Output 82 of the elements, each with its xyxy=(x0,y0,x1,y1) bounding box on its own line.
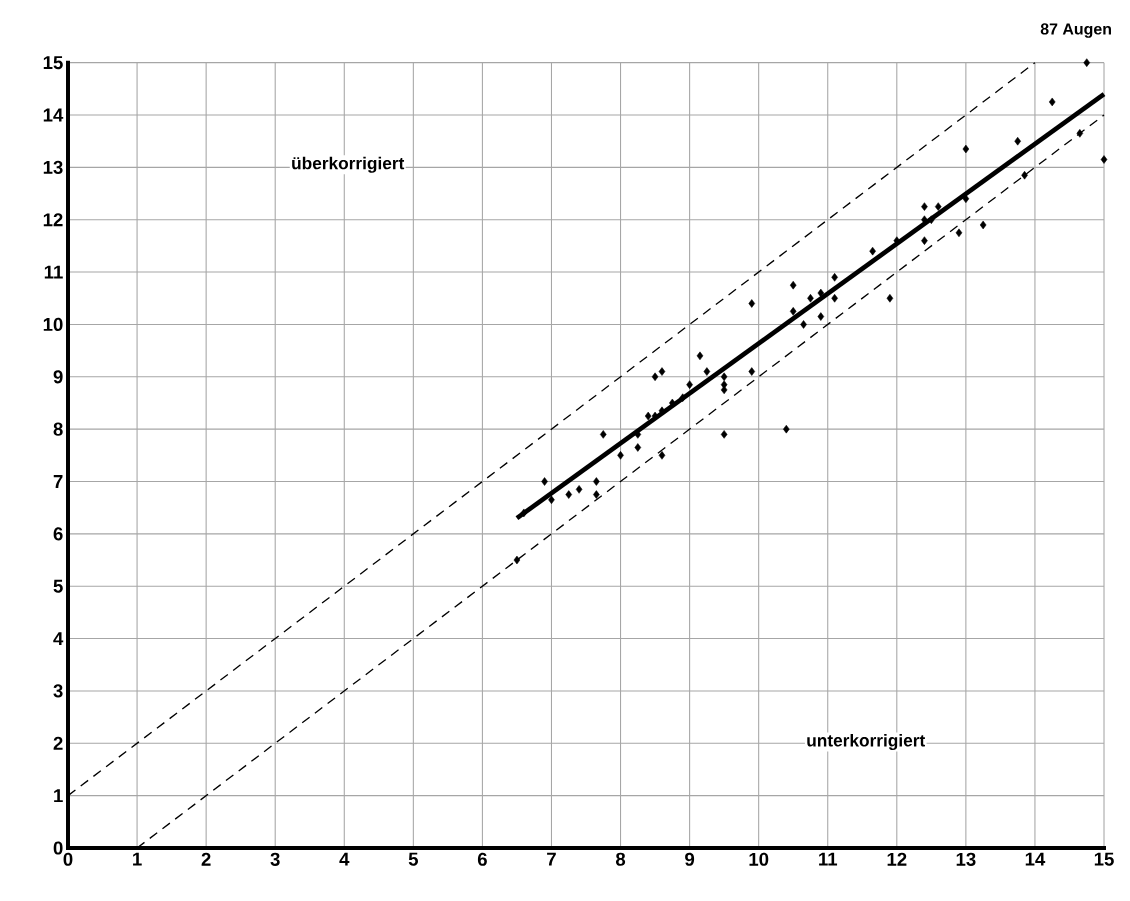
point xyxy=(921,202,928,211)
text: 87 Augen xyxy=(1040,23,1111,38)
point xyxy=(593,477,600,486)
point xyxy=(548,495,555,505)
y-tick-label: 8 xyxy=(53,422,63,436)
point xyxy=(658,367,666,376)
x-tick-label: 5 xyxy=(408,852,418,866)
x-tick-label: 0 xyxy=(63,852,73,866)
point xyxy=(634,443,642,452)
point xyxy=(789,307,797,316)
y-tick-label: 13 xyxy=(43,160,63,174)
point xyxy=(1021,170,1028,180)
y-tick-label: 15 xyxy=(43,56,63,70)
point xyxy=(869,246,876,256)
y-tick-label: 3 xyxy=(53,684,63,698)
y-tick-label: 5 xyxy=(53,579,63,593)
y-tick-label: 11 xyxy=(44,265,63,279)
y-tick-label: 0 xyxy=(53,841,63,855)
x-tick-label: 11 xyxy=(819,852,838,866)
point xyxy=(593,490,600,499)
y-tick-label: 4 xyxy=(53,632,64,645)
x-tick-label: 6 xyxy=(477,852,487,866)
point xyxy=(651,372,659,382)
point xyxy=(807,294,814,303)
point xyxy=(831,294,838,303)
point xyxy=(658,451,666,460)
point xyxy=(703,367,711,376)
y-tick-label: 9 xyxy=(53,370,63,384)
y-tick-label: 6 xyxy=(53,527,63,541)
y-tick-label: 10 xyxy=(43,317,63,332)
x-tick-label: 12 xyxy=(887,852,907,866)
point xyxy=(962,144,970,154)
x-tick-label: 4 xyxy=(339,852,350,866)
point xyxy=(886,294,894,303)
point xyxy=(748,367,756,376)
point xyxy=(955,228,963,238)
point xyxy=(921,236,928,245)
point xyxy=(748,299,756,308)
point xyxy=(617,451,624,460)
point xyxy=(800,320,807,329)
point xyxy=(686,380,693,389)
point xyxy=(720,372,728,382)
y-tick-label: 2 xyxy=(53,736,63,750)
point xyxy=(979,220,987,230)
x-tick-label: 14 xyxy=(1025,852,1046,866)
y-tick-label: 1 xyxy=(54,789,63,803)
point xyxy=(783,424,790,434)
point xyxy=(565,490,572,499)
point xyxy=(1076,129,1084,138)
point xyxy=(817,288,825,298)
point xyxy=(696,351,704,361)
point xyxy=(513,555,521,565)
x-tick-label: 9 xyxy=(685,852,695,866)
y-tick-label: 7 xyxy=(53,475,63,488)
y-tick-label: 12 xyxy=(43,213,63,227)
x-tick-label: 2 xyxy=(201,852,211,866)
point xyxy=(679,393,686,402)
x-tick-label: 3 xyxy=(270,852,280,866)
x-tick-label: 15 xyxy=(1094,852,1114,866)
point xyxy=(831,273,838,282)
point xyxy=(600,430,607,439)
annotation: überkorrigiert xyxy=(292,156,405,173)
point xyxy=(1100,155,1108,164)
x-tick-label: 10 xyxy=(749,852,769,866)
point xyxy=(789,280,797,290)
point xyxy=(928,215,935,224)
point xyxy=(1048,97,1056,107)
annotation: unterkorrigiert xyxy=(807,733,926,751)
point xyxy=(575,485,583,494)
x-tick-label: 1 xyxy=(133,852,142,866)
x-tick-label: 13 xyxy=(956,852,976,866)
point xyxy=(541,477,548,486)
point xyxy=(1083,58,1090,67)
y-tick-label: 14 xyxy=(43,108,64,122)
point xyxy=(644,411,652,421)
point xyxy=(934,202,942,211)
x-tick-label: 8 xyxy=(615,852,626,866)
x-tick-label: 7 xyxy=(547,852,556,866)
point xyxy=(817,312,825,321)
point xyxy=(720,430,728,439)
point xyxy=(520,508,528,518)
point xyxy=(1014,136,1021,146)
